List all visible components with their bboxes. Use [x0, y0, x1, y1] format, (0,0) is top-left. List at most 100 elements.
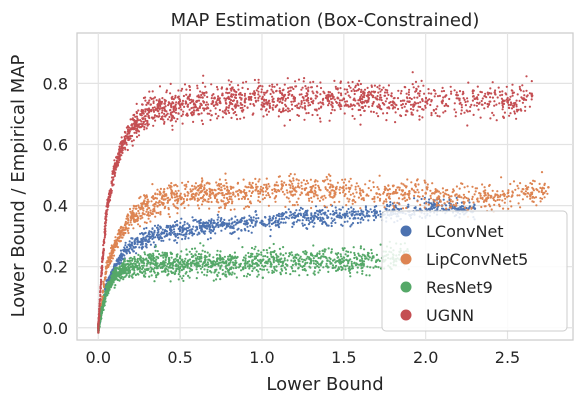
data-point [167, 270, 170, 273]
data-point [370, 210, 373, 214]
data-point [317, 186, 321, 189]
data-point [283, 193, 286, 196]
data-point [285, 183, 288, 186]
data-point [244, 194, 247, 197]
data-point [344, 216, 347, 219]
data-point [273, 258, 276, 261]
data-point [111, 271, 114, 274]
data-point [362, 210, 365, 213]
data-point [529, 193, 533, 196]
data-point [249, 186, 252, 189]
data-point [193, 219, 196, 222]
data-point [275, 256, 278, 259]
data-point [214, 225, 217, 228]
data-point [462, 193, 465, 196]
data-point [292, 179, 295, 182]
data-point [257, 195, 260, 199]
data-point [343, 88, 346, 91]
data-point [487, 196, 490, 200]
data-point [184, 235, 187, 238]
data-point [487, 93, 490, 96]
data-point [227, 262, 231, 265]
data-point [268, 246, 271, 249]
data-point [347, 260, 350, 264]
data-point [352, 198, 355, 201]
data-point [164, 258, 167, 262]
data-point [517, 187, 520, 190]
data-point [130, 248, 134, 251]
data-point [326, 266, 329, 269]
data-point [216, 198, 219, 201]
data-point [292, 187, 295, 190]
data-point [353, 251, 356, 255]
data-point [258, 178, 261, 181]
data-point [219, 278, 222, 281]
data-point [501, 190, 504, 193]
data-point [361, 272, 364, 275]
data-point [319, 218, 322, 221]
data-point [242, 256, 246, 259]
data-point [185, 185, 188, 188]
data-point [455, 193, 458, 196]
data-point [320, 213, 323, 216]
data-point [202, 262, 205, 265]
data-point [341, 224, 344, 227]
data-point [315, 194, 318, 197]
data-point [316, 252, 319, 255]
data-point [295, 178, 298, 181]
data-point [301, 268, 304, 271]
data-point [476, 96, 479, 99]
data-point [372, 256, 375, 259]
data-point [250, 231, 253, 234]
data-point [136, 243, 139, 246]
data-point [194, 194, 197, 197]
data-point [215, 278, 218, 281]
data-point [174, 272, 177, 275]
data-point [231, 200, 234, 203]
data-point [339, 253, 342, 256]
data-point [479, 192, 482, 195]
data-point [293, 204, 296, 207]
data-point [99, 293, 102, 296]
data-point [236, 221, 239, 224]
data-point [439, 200, 442, 203]
data-point [237, 227, 240, 230]
data-point [217, 271, 220, 274]
data-point [397, 107, 400, 111]
data-point [217, 264, 220, 267]
data-point [173, 204, 176, 207]
data-point [280, 268, 283, 271]
data-point [148, 233, 151, 236]
data-point [314, 94, 317, 97]
data-point [368, 274, 371, 277]
data-point [454, 194, 457, 197]
data-point [186, 229, 189, 233]
data-point [284, 221, 287, 224]
data-point [196, 204, 200, 207]
data-point [140, 214, 143, 217]
data-point [128, 267, 131, 271]
data-point [181, 260, 184, 263]
data-point [512, 180, 516, 183]
data-point [360, 255, 363, 258]
data-point [280, 213, 283, 216]
data-point [347, 250, 350, 253]
data-point [248, 260, 251, 263]
data-point [346, 215, 349, 218]
data-point [344, 253, 347, 256]
data-point [111, 246, 114, 249]
data-point [358, 187, 361, 190]
data-point [329, 174, 332, 177]
data-point [317, 184, 320, 187]
data-point [326, 259, 329, 262]
data-point [342, 189, 346, 192]
data-point [194, 253, 197, 256]
data-point [275, 190, 278, 194]
data-point [267, 260, 270, 263]
data-point [404, 113, 407, 117]
data-point [177, 273, 180, 276]
data-point [186, 222, 189, 225]
data-point [307, 223, 310, 226]
data-point [219, 183, 223, 186]
